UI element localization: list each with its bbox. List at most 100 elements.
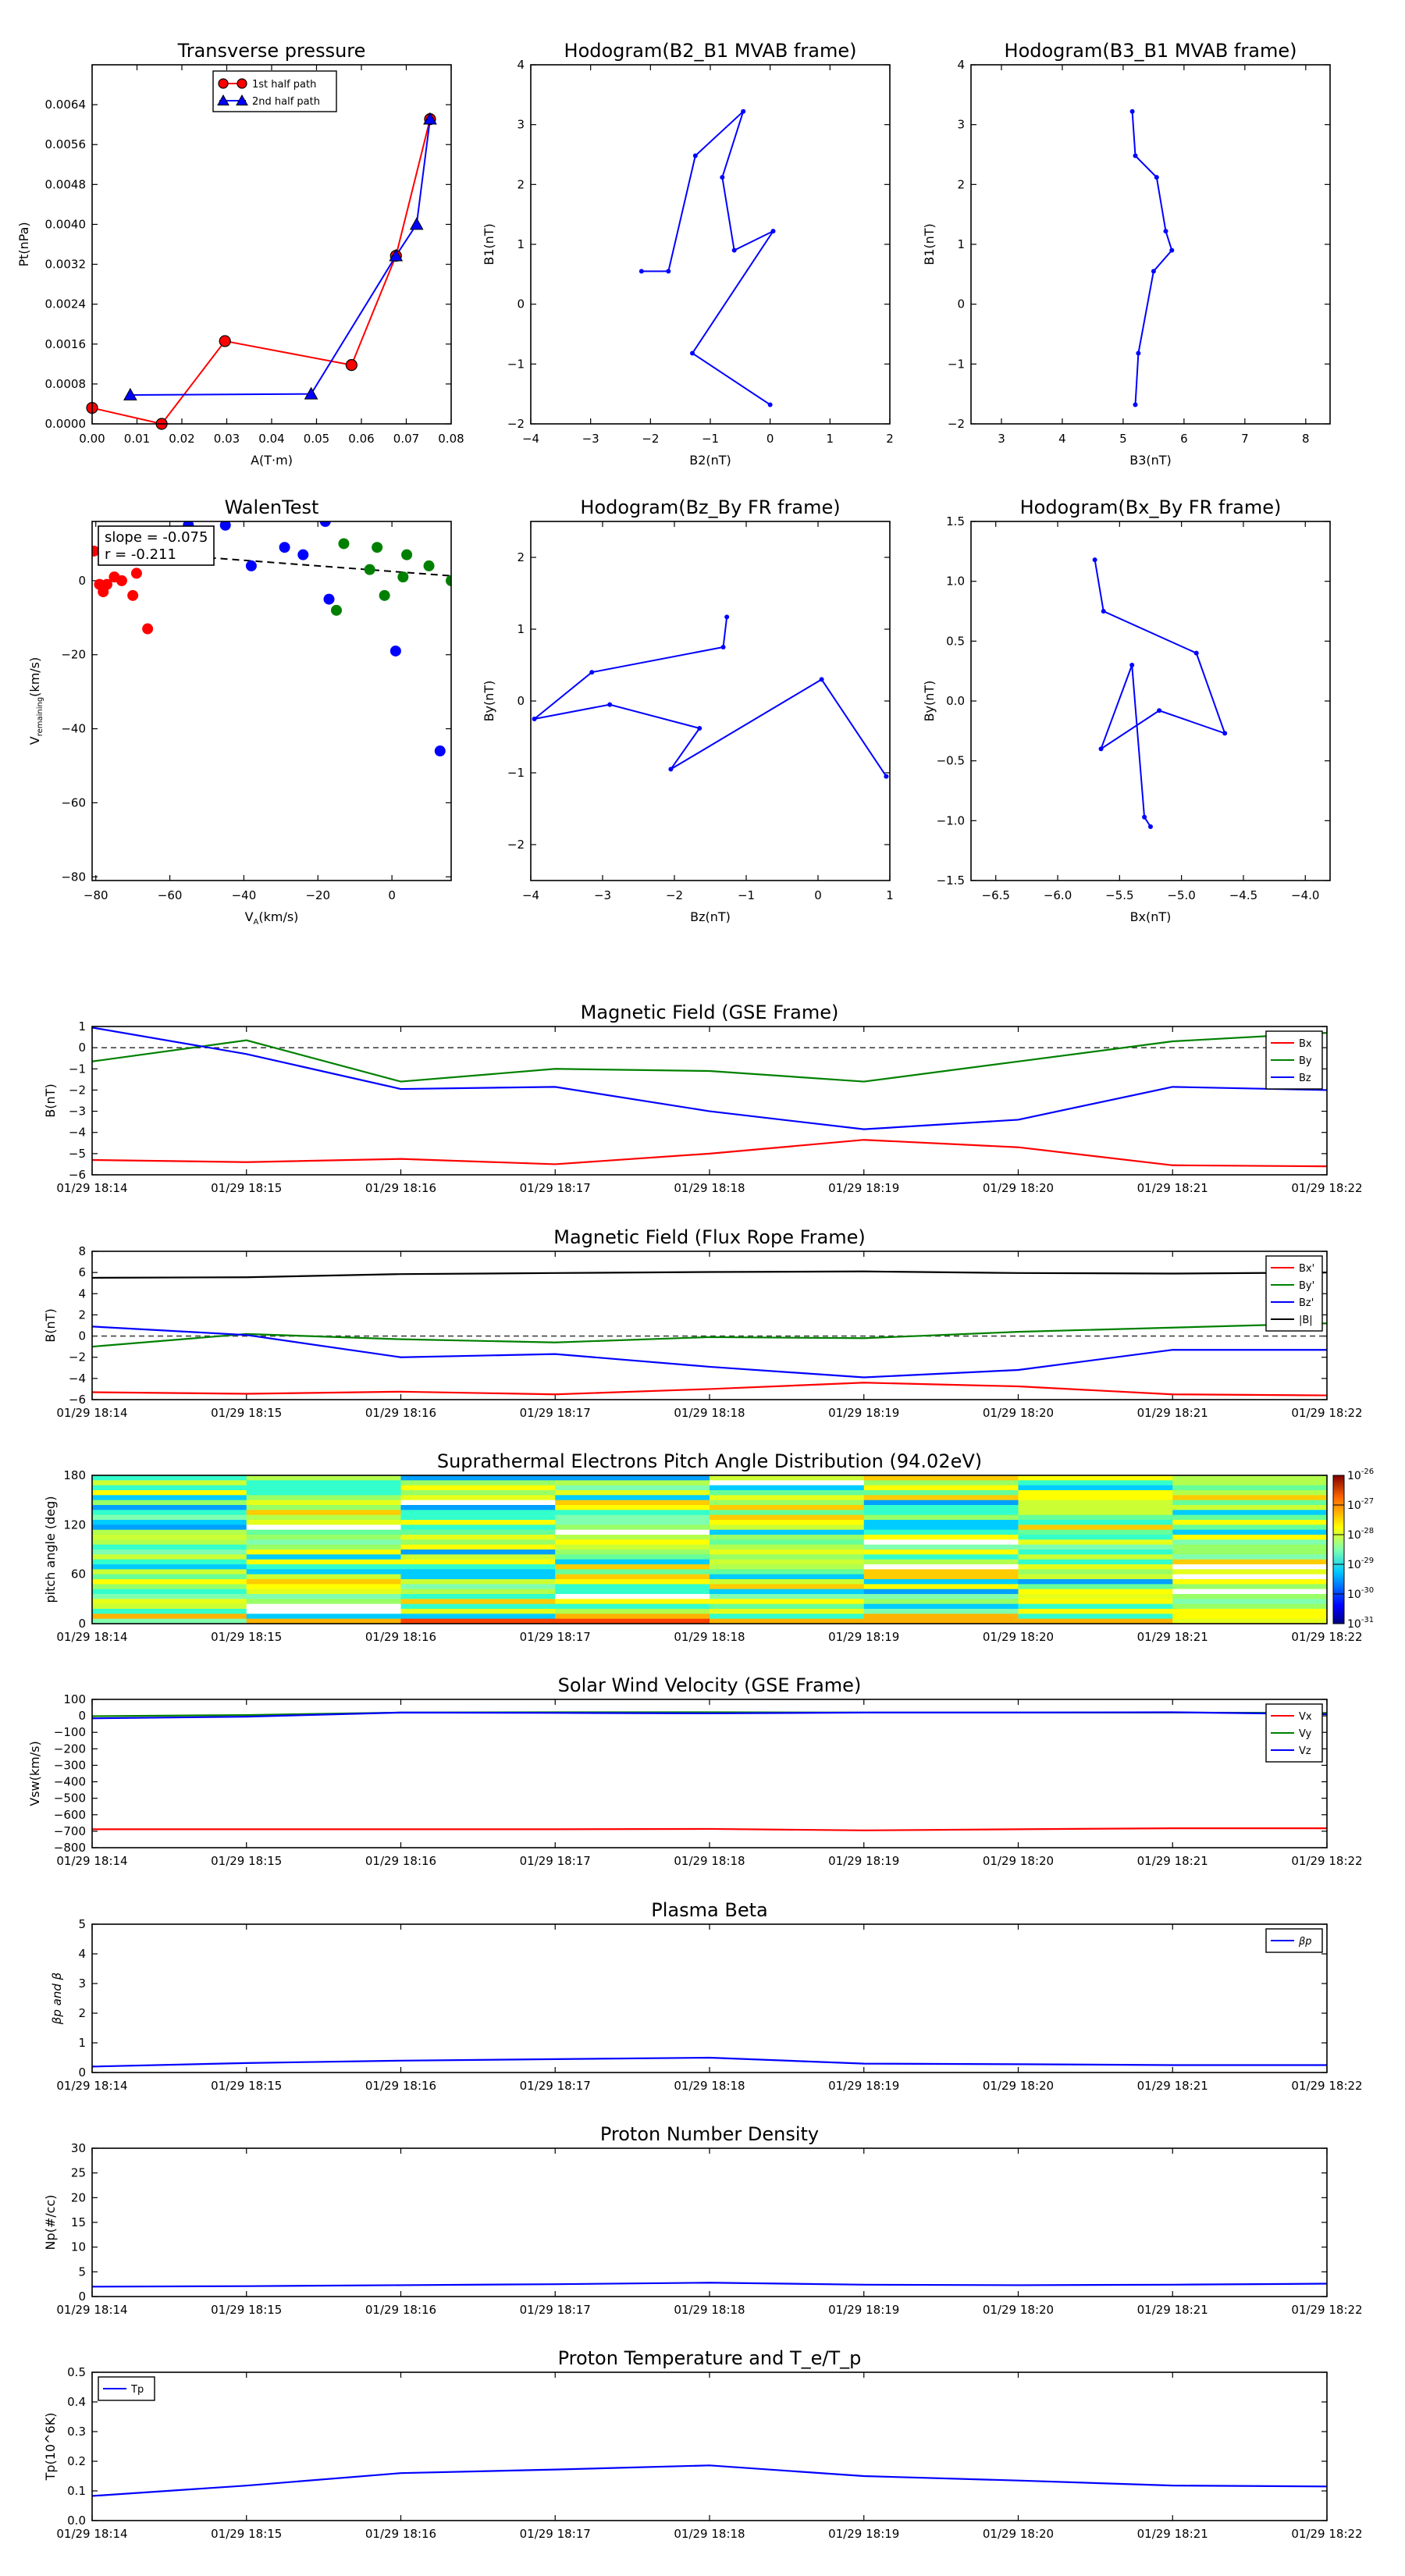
y-tick-label: 0.0032 <box>45 258 87 272</box>
axes-frame <box>91 64 452 425</box>
heatmap-cell <box>555 1525 710 1531</box>
heatmap-cell <box>555 1535 710 1540</box>
colorbar-label-exp: -27 <box>1361 1497 1374 1506</box>
heatmap-cell <box>555 1495 710 1501</box>
y-tick-label: 0.0048 <box>45 177 87 191</box>
heatmap-cell <box>555 1574 710 1580</box>
heatmap-cell <box>1018 1569 1173 1575</box>
y-tick-label: 1.5 <box>946 514 965 528</box>
heatmap-cell <box>710 1490 865 1496</box>
x-tick-label: 01/29 18:22 <box>1291 1406 1362 1420</box>
scatter-point <box>434 745 446 757</box>
heatmap-cell <box>863 1614 1019 1620</box>
data-point <box>720 175 725 180</box>
x-tick-label: 2 <box>886 432 894 446</box>
data-point <box>1133 153 1138 158</box>
heatmap-cell <box>863 1495 1019 1501</box>
heatmap-cell <box>92 1564 247 1570</box>
heatmap-cell <box>1018 1614 1173 1620</box>
heatmap-cell <box>400 1589 556 1595</box>
heatmap-cell <box>92 1529 247 1535</box>
y-tick-label: 3 <box>957 118 965 132</box>
heatmap-cell <box>710 1550 865 1555</box>
x-tick-label: 01/29 18:18 <box>674 2303 745 2317</box>
scatter-point <box>401 549 413 560</box>
chart-h21: Hodogram(B2_B1 MVAB frame) −4 −3 −2 −1 0 1 2 −2 −… <box>482 40 894 468</box>
heatmap-cell <box>1018 1574 1173 1580</box>
heatmap-cell <box>246 1510 401 1516</box>
scatter-point <box>92 545 100 557</box>
x-tick-label: −1 <box>738 888 755 902</box>
heatmap-cell <box>246 1490 401 1496</box>
heatmap-cell <box>710 1514 865 1521</box>
heatmap-cell <box>400 1514 556 1521</box>
y-tick-label: −40 <box>61 722 86 736</box>
heatmap-cell <box>400 1510 556 1516</box>
x-tick-label: 01/29 18:17 <box>520 2079 591 2093</box>
heatmap-cell <box>1018 1584 1173 1590</box>
heatmap-cell <box>400 1569 556 1575</box>
scatter-point <box>142 623 154 635</box>
y-tick-label: −500 <box>54 1791 86 1806</box>
x-tick-label: 1 <box>827 432 834 446</box>
heatmap-cell <box>246 1594 401 1599</box>
y-tick-label: −100 <box>54 1725 86 1739</box>
heatmap-cell <box>92 1535 247 1540</box>
data-point <box>724 614 730 620</box>
y-tick-label: −2 <box>507 838 525 852</box>
x-tick-label: 01/29 18:21 <box>1137 1630 1208 1644</box>
heatmap-cell <box>555 1584 710 1590</box>
heatmap-cell <box>246 1609 401 1614</box>
heatmap-cell <box>555 1500 710 1506</box>
x-tick-label: 01/29 18:16 <box>365 1630 436 1644</box>
y-tick-label: −2 <box>948 417 965 431</box>
colorbar-label: 10-30 <box>1347 1586 1374 1601</box>
y-tick-label: −700 <box>54 1824 86 1838</box>
y-tick-label: −4 <box>69 1372 86 1386</box>
axes-frame <box>91 1251 1328 1400</box>
y-axis-label: By(nT) <box>482 681 496 722</box>
series-line-Bx' <box>92 1382 1327 1397</box>
x-tick-label: 01/29 18:16 <box>365 1406 436 1420</box>
heatmap-cell <box>863 1485 1019 1491</box>
heatmap-cell <box>92 1525 247 1531</box>
x-tick-label: 01/29 18:16 <box>365 2079 436 2093</box>
x-tick-label: 0.03 <box>214 432 240 446</box>
x-tick-label: 7 <box>1241 432 1249 446</box>
series-line-Vx <box>92 1827 1327 1831</box>
plot-area <box>92 1475 1327 1624</box>
data-point <box>741 109 746 114</box>
heatmap-cell <box>246 1589 401 1595</box>
y-tick-label: −6 <box>69 1168 86 1182</box>
heatmap-cell <box>1172 1574 1327 1580</box>
heatmap-cell <box>400 1550 556 1555</box>
chart-title: Plasma Beta <box>651 1899 767 1921</box>
chart-title: Hodogram(Bz_By FR frame) <box>580 496 840 518</box>
legend-label: |B| <box>1299 1315 1313 1326</box>
series-line-Bz' <box>92 1325 1327 1379</box>
x-tick-label: −2 <box>642 432 659 446</box>
y-tick-label: 0 <box>78 2065 86 2080</box>
y-axis-label-sub: remaining <box>36 697 44 737</box>
colorbar-label-base: 10 <box>1347 1618 1361 1631</box>
heatmap-cell <box>1172 1603 1327 1610</box>
heatmap-cell <box>1172 1569 1327 1575</box>
heatmap-cell <box>710 1618 865 1624</box>
scatter-point <box>101 578 112 590</box>
heatmap-cell <box>92 1539 247 1546</box>
x-tick-label: 01/29 18:22 <box>1291 1181 1362 1195</box>
heatmap-cell <box>863 1609 1019 1614</box>
heatmap-cell <box>1018 1594 1173 1599</box>
plot-area <box>92 1026 1327 1168</box>
chart-title: Magnetic Field (Flux Rope Frame) <box>553 1226 865 1248</box>
y-tick-label: 15 <box>71 2215 86 2229</box>
heatmap-cell <box>863 1550 1019 1555</box>
heatmap-cell <box>1172 1539 1327 1546</box>
y-axis-label: Np(#/cc) <box>43 2195 58 2250</box>
y-tick-label: −60 <box>61 795 86 809</box>
series-line-0 <box>1094 559 1226 827</box>
axes-frame <box>91 1475 1328 1624</box>
heatmap-cell <box>246 1569 401 1575</box>
heatmap-cell <box>555 1485 710 1491</box>
x-tick-label: 01/29 18:19 <box>828 1406 899 1420</box>
